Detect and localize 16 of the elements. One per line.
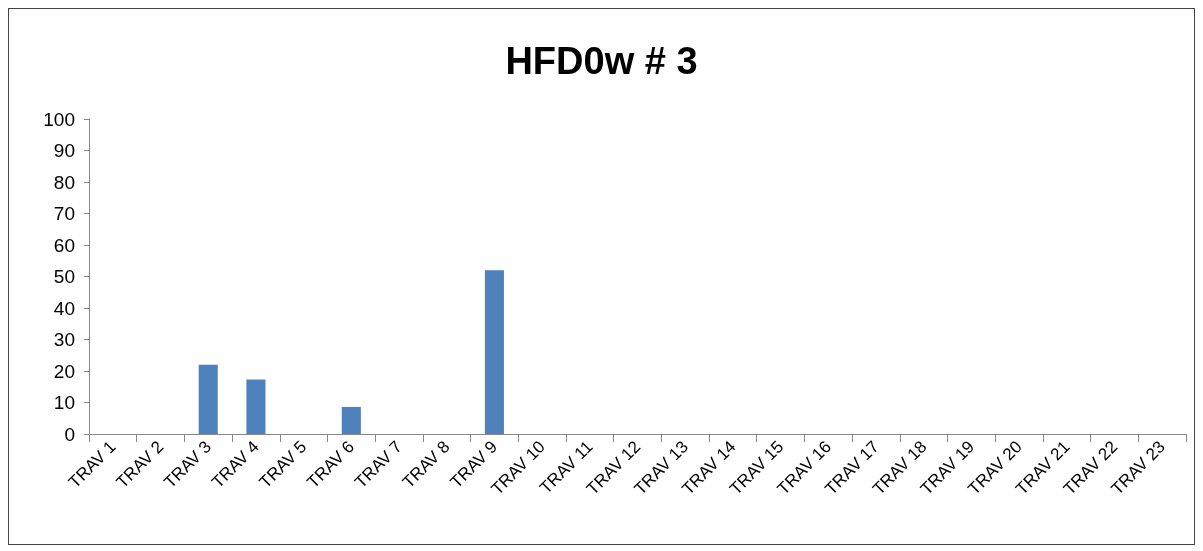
y-tick-label: 70	[53, 203, 75, 224]
y-tick-label: 10	[53, 392, 75, 413]
bar	[341, 406, 361, 434]
y-tick-label: 80	[53, 171, 75, 193]
bar	[198, 364, 218, 434]
chart-title: HFD0w # 3	[505, 40, 698, 82]
bar	[484, 270, 504, 434]
y-tick-label: 20	[53, 360, 75, 382]
y-tick-label: 30	[53, 329, 75, 350]
bar	[246, 379, 266, 434]
y-tick-label: 40	[53, 297, 75, 319]
y-tick-label: 50	[53, 266, 75, 287]
y-tick-label: 100	[43, 108, 75, 130]
y-tick-label: 0	[64, 423, 75, 445]
y-tick-label: 60	[53, 234, 75, 256]
y-tick-label: 90	[53, 140, 75, 161]
